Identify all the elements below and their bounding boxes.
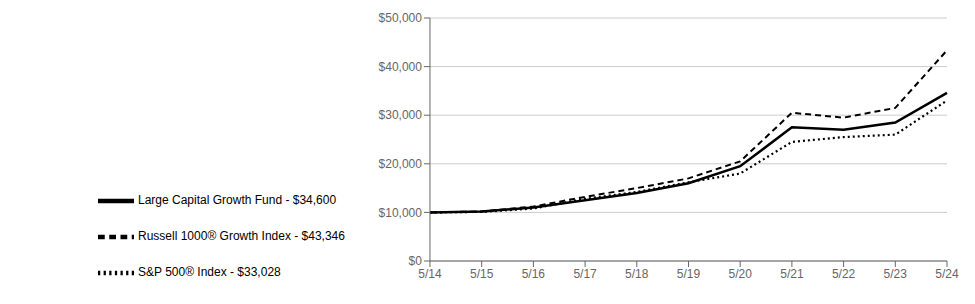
svg-text:$30,000: $30,000 (379, 108, 423, 122)
html-text:Russell 1000® Growth Index - $: Russell 1000® Growth Index - $43,346 (138, 229, 345, 244)
svg-text:5/21: 5/21 (780, 267, 804, 281)
svg-text:5/17: 5/17 (573, 267, 597, 281)
svg-text:5/22: 5/22 (832, 267, 856, 281)
svg-text:5/24: 5/24 (935, 267, 959, 281)
html-text:Large Capital Growth Fund - $3: Large Capital Growth Fund - $34,600 (138, 193, 337, 208)
svg-text:5/20: 5/20 (729, 267, 753, 281)
svg-text:$0: $0 (409, 254, 423, 268)
svg-text:$20,000: $20,000 (379, 157, 423, 171)
svg-text:$40,000: $40,000 (379, 60, 423, 74)
svg-text:5/16: 5/16 (522, 267, 546, 281)
html-text:S&P 500® Index - $33,028: S&P 500® Index - $33,028 (138, 265, 281, 280)
svg-text:5/23: 5/23 (884, 267, 908, 281)
svg-text:5/19: 5/19 (677, 267, 701, 281)
svg-text:5/15: 5/15 (470, 267, 494, 281)
svg-text:$10,000: $10,000 (379, 206, 423, 220)
svg-text:5/14: 5/14 (418, 267, 442, 281)
svg-text:$50,000: $50,000 (379, 11, 423, 25)
svg-text:5/18: 5/18 (625, 267, 649, 281)
